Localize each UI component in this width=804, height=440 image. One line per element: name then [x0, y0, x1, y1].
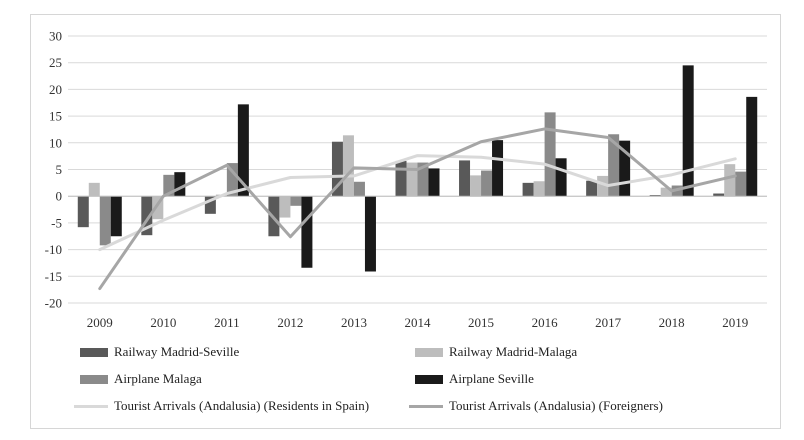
x-tick-label-2014: 2014 — [405, 315, 432, 330]
line-tourist-arrivals-andalusia-foreigners — [98, 127, 737, 291]
bar-railway-madrid-malaga-2010 — [152, 196, 164, 220]
bar-railway-madrid-seville-2011 — [204, 196, 216, 214]
y-tick-label-30: 30 — [49, 29, 62, 44]
bar-railway-madrid-seville-2014 — [395, 160, 407, 197]
bar-airplane-seville-2018 — [682, 65, 694, 197]
bar-railway-madrid-malaga-2015 — [470, 175, 482, 197]
bar-airplane-seville-2013 — [364, 196, 376, 272]
bar-airplane-seville-2012 — [301, 196, 313, 268]
bar-airplane-seville-2014 — [428, 168, 440, 197]
bar-railway-madrid-seville-2018 — [649, 195, 661, 197]
bar-airplane-malaga-2013 — [353, 181, 365, 197]
x-tick-label-2012: 2012 — [277, 315, 303, 330]
bar-railway-madrid-malaga-2018 — [660, 187, 672, 197]
x-tick-label-2016: 2016 — [532, 315, 559, 330]
y-tick-label-10: 10 — [49, 135, 62, 150]
bar-airplane-malaga-2014 — [417, 162, 429, 197]
bar-airplane-seville-2015 — [492, 140, 504, 197]
bar-railway-madrid-seville-2009 — [77, 196, 89, 228]
bar-airplane-malaga-2016 — [544, 112, 556, 197]
bar-railway-madrid-malaga-2012 — [279, 196, 291, 218]
bar-railway-madrid-seville-2015 — [459, 160, 471, 197]
bar-railway-madrid-seville-2010 — [141, 196, 153, 236]
x-tick-label-2017: 2017 — [595, 315, 622, 330]
bar-airplane-malaga-2012 — [290, 196, 302, 206]
bar-airplane-malaga-2019 — [735, 171, 747, 197]
bar-airplane-malaga-2010 — [163, 174, 175, 197]
bar-airplane-seville-2017 — [619, 140, 631, 197]
bar-airplane-seville-2009 — [110, 196, 122, 237]
x-tick-label-2011: 2011 — [214, 315, 240, 330]
bar-airplane-seville-2016 — [555, 158, 567, 197]
bar-railway-madrid-malaga-2019 — [724, 164, 736, 197]
y-tick-label--20: -20 — [45, 296, 62, 311]
x-tick-label-2019: 2019 — [722, 315, 748, 330]
y-tick-label-20: 20 — [49, 82, 62, 97]
bar-railway-madrid-malaga-2013 — [342, 135, 354, 197]
line-tourist-arrivals-andalusia-residents-in-spain — [98, 154, 737, 252]
y-tick-label--15: -15 — [45, 269, 62, 284]
y-tick-label--5: -5 — [51, 215, 62, 230]
bar-railway-madrid-seville-2016 — [522, 182, 534, 197]
bar-airplane-seville-2019 — [746, 96, 758, 197]
bar-airplane-malaga-2017 — [608, 134, 620, 197]
x-tick-label-2010: 2010 — [150, 315, 176, 330]
chart-frame — [30, 14, 781, 429]
x-tick-label-2013: 2013 — [341, 315, 367, 330]
bar-railway-madrid-seville-2019 — [713, 193, 725, 197]
bar-airplane-malaga-2011 — [226, 163, 238, 197]
x-tick-label-2009: 2009 — [87, 315, 113, 330]
bar-airplane-malaga-2009 — [99, 196, 111, 246]
bar-railway-madrid-malaga-2017 — [597, 175, 609, 197]
bar-airplane-seville-2011 — [237, 104, 249, 197]
y-tick-label-15: 15 — [49, 109, 62, 124]
bar-railway-madrid-malaga-2014 — [406, 162, 418, 197]
y-tick-label-0: 0 — [56, 189, 63, 204]
bar-railway-madrid-seville-2017 — [586, 180, 598, 197]
bar-airplane-malaga-2015 — [481, 170, 493, 197]
y-tick-label--10: -10 — [45, 242, 62, 257]
y-tick-label-25: 25 — [49, 55, 62, 70]
x-tick-label-2015: 2015 — [468, 315, 494, 330]
bar-railway-madrid-malaga-2016 — [533, 181, 545, 197]
y-tick-label-5: 5 — [56, 162, 63, 177]
bar-airplane-seville-2010 — [174, 172, 186, 197]
x-tick-label-2018: 2018 — [659, 315, 685, 330]
bar-railway-madrid-seville-2013 — [331, 141, 343, 197]
bar-railway-madrid-malaga-2009 — [88, 182, 100, 197]
